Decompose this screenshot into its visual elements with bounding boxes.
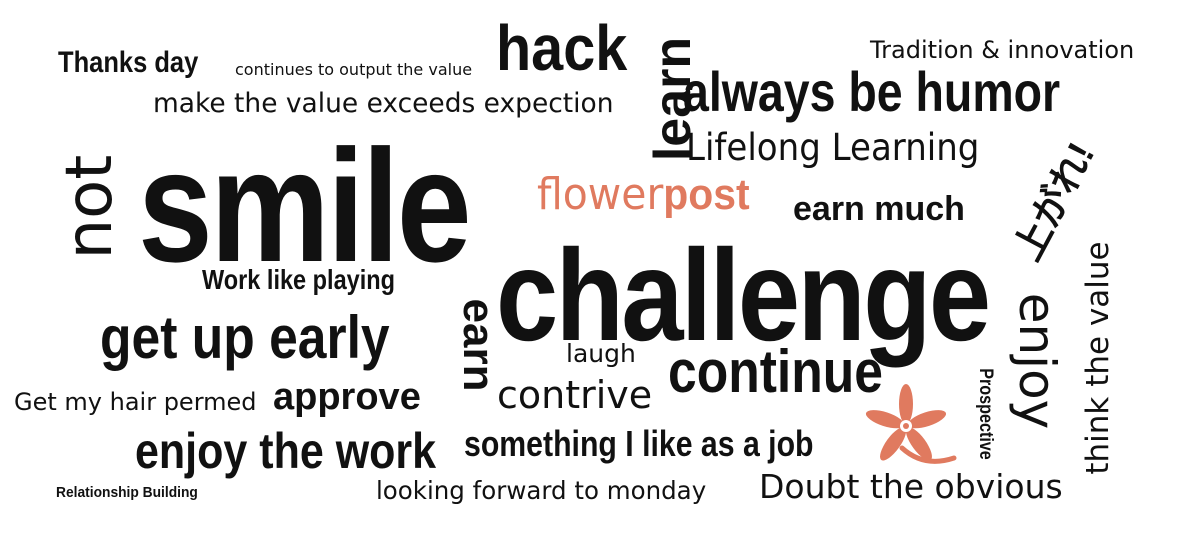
- word-smile: smile: [138, 116, 472, 295]
- word-enjoy-vertical: enjoy: [1008, 292, 1066, 430]
- flower-icon: [865, 384, 957, 464]
- word-contrive: contrive: [497, 373, 653, 417]
- word-not: not: [53, 154, 127, 260]
- word-continues-output: continues to output the value: [235, 60, 473, 79]
- word-challenge: challenge: [496, 222, 991, 368]
- word-get-up-early: get up early: [100, 304, 390, 371]
- word-looking-forward: looking forward to monday: [376, 476, 707, 505]
- word-relationship: Relationship Building: [56, 484, 198, 501]
- word-lifelong: Lifelong Learning: [686, 126, 980, 169]
- word-post: post: [663, 170, 750, 219]
- word-always-humor: always be humor: [683, 60, 1061, 123]
- word-thanks-day: Thanks day: [58, 46, 199, 79]
- word-hack: hack: [496, 12, 628, 84]
- word-approve: approve: [273, 376, 421, 418]
- word-tradition: Tradition & innovation: [870, 36, 1135, 64]
- word-think-value: think the value: [1080, 241, 1116, 475]
- word-flower: flower: [537, 169, 664, 220]
- word-something-job: something I like as a job: [464, 423, 814, 464]
- word-flowerpost: flowerpost: [537, 173, 750, 217]
- word-enjoy-the-work: enjoy the work: [135, 423, 437, 479]
- word-work-playing: Work like playing: [202, 264, 396, 295]
- word-earn: earn: [454, 298, 503, 392]
- word-laugh: laugh: [566, 339, 636, 368]
- word-hair-permed: Get my hair permed: [14, 388, 257, 416]
- word-earn-much: earn much: [793, 190, 965, 228]
- word-doubt-obvious: Doubt the obvious: [759, 467, 1063, 506]
- word-prospective: Prospective: [975, 368, 996, 460]
- word-make-value: make the value exceeds expection: [153, 88, 614, 119]
- word-continue: continue: [668, 338, 883, 405]
